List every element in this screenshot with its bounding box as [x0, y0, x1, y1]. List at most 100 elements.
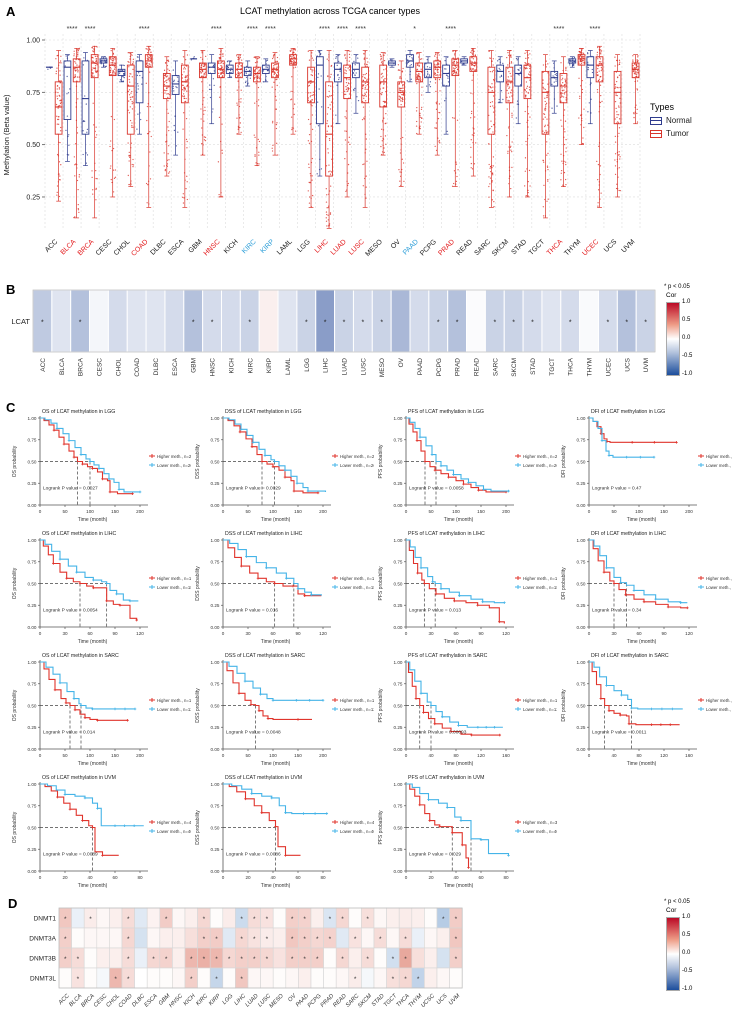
y-tick-label: 0.50 — [28, 703, 37, 708]
x-label-SARC: SARC — [492, 358, 499, 376]
heatmap-cell-LAML — [277, 289, 298, 353]
jitter-points — [127, 52, 135, 186]
cell-star: * — [64, 916, 67, 923]
x-label-LGG: LGG — [296, 238, 311, 253]
censor-marks-higher — [238, 430, 320, 495]
cell-star: * — [215, 976, 218, 983]
y-axis-title: DSS probability — [195, 444, 201, 479]
x-label-GBM: GBM — [191, 358, 198, 373]
x-axis-title: Time (month) — [444, 883, 474, 889]
box-group-SARC — [487, 50, 496, 208]
legend-label-tumor: Tumor — [666, 129, 689, 138]
y-tick-label: 0.25 — [394, 481, 403, 486]
km-legend-item — [149, 463, 155, 467]
jitter-points — [109, 48, 117, 193]
legend-marker — [698, 585, 704, 589]
colorbar-tick: 0.0 — [682, 950, 691, 956]
x-tick-label: 60 — [636, 631, 642, 636]
logrank-pvalue: Logrank P value = 0.014 — [43, 730, 95, 736]
jitter-points — [433, 52, 441, 152]
x-tick-label: 90 — [478, 631, 484, 636]
box-group-LUAD — [334, 50, 351, 198]
x-tick-label: 80 — [503, 875, 509, 880]
x-label-HNSC: HNSC — [203, 238, 222, 257]
cell-star-LIHC: * — [324, 320, 327, 327]
y-axis-title: OS probability — [12, 811, 18, 843]
box — [559, 73, 568, 104]
x-tick-label: 90 — [295, 631, 301, 636]
y-tick-label: 1.00 — [211, 782, 220, 787]
heatmap-cell-DNMT1-DLBC — [134, 907, 148, 929]
box-group-UCEC — [586, 45, 604, 208]
y-tick-label: 0.75 — [394, 560, 403, 565]
jitter-points — [343, 50, 351, 193]
heatmap-border — [58, 907, 463, 989]
km-legend-label: Higher meth., n=182 — [340, 576, 374, 581]
km-plot-OS-SARC: OS of LCAT methylation in SARC 1.00 0.75 0.… — [12, 653, 191, 767]
km-legend-item — [332, 698, 338, 702]
x-label-HNSC: HNSC — [168, 993, 184, 1009]
colorbar-tick: 0.0 — [682, 335, 691, 341]
cell-star: * — [215, 956, 218, 963]
heatmap-cell-DNMT3A-TGCT — [386, 927, 400, 949]
y-tick-label: 0.75 — [211, 682, 220, 687]
cell-star: * — [354, 936, 357, 943]
y-tick-label: 0.00 — [394, 869, 403, 874]
x-tick-label: 150 — [660, 509, 668, 514]
legend-marker — [149, 820, 155, 824]
logrank-pvalue: Logrank P value = 0.0048 — [226, 730, 281, 736]
km-legend-label: Higher meth., n=153 — [706, 576, 732, 581]
x-tick-label: 50 — [62, 753, 68, 758]
box-group-SKCM — [496, 49, 514, 198]
box — [180, 64, 189, 104]
x-tick-label: 80 — [320, 875, 326, 880]
censor-marks-lower — [63, 793, 136, 828]
y-axis-title: OS probability — [12, 445, 18, 477]
cell-star: * — [404, 956, 407, 963]
x-tick-label: 0 — [222, 875, 225, 880]
box-group-BLCA — [63, 47, 81, 219]
km-curve-lower — [223, 661, 323, 701]
cell-star: * — [366, 916, 369, 923]
km-legend-label: Higher meth., n=40 — [340, 820, 374, 825]
logrank-pvalue: Logrank P value = 0.0086 — [226, 852, 281, 858]
y-tick-label: 0.00 — [577, 625, 586, 630]
km-legend-item — [515, 820, 521, 824]
jitter-points — [542, 60, 549, 217]
km-title: PFS of LCAT methylation in SARC — [408, 653, 488, 659]
panel-d-colorbar — [666, 917, 680, 991]
heatmap-cell-DNMT3L-LGG — [222, 967, 236, 989]
jitter-points — [560, 62, 567, 187]
x-tick-label: 30 — [428, 631, 434, 636]
censor-marks-lower — [600, 439, 656, 459]
km-plot-DFI-LIHC: DFI of LCAT methylation in LIHC 1.00 0.75 0… — [561, 531, 732, 645]
heatmap-cell-DNMT3L-DLBC — [134, 967, 148, 989]
legend-marker — [149, 463, 155, 467]
x-label-DLBC: DLBC — [149, 238, 167, 256]
km-curve-higher — [223, 783, 301, 856]
km-title: DFI of LCAT methylation in SARC — [591, 653, 669, 659]
box-group-MESO — [379, 52, 388, 156]
legend-label-normal: Normal — [666, 116, 692, 125]
jitter-points — [136, 56, 143, 130]
panel-b-label: B — [6, 282, 16, 297]
x-axis-title: Time (month) — [444, 517, 474, 523]
cell-star: * — [253, 956, 256, 963]
y-tick-label: 0.25 — [28, 725, 37, 730]
x-tick-label: 0 — [405, 875, 408, 880]
x-tick-label: 0 — [405, 753, 408, 758]
censor-marks-lower — [419, 692, 496, 729]
box — [550, 70, 559, 87]
x-label-THYM: THYM — [587, 358, 594, 376]
box — [334, 62, 342, 83]
heatmap-cell-DNMT3L-PAAD — [298, 967, 312, 989]
x-tick-label: 60 — [478, 875, 484, 880]
jitter-points — [244, 65, 251, 87]
y-axis-title: PFS probability — [378, 810, 384, 844]
significance-stars-LUSC: **** — [355, 26, 366, 33]
cell-star: * — [253, 916, 256, 923]
km-legend-label: Higher meth., n=39 — [523, 820, 557, 825]
logrank-pvalue: Logrank P value = 0.0011 — [592, 730, 647, 736]
jitter-points — [379, 52, 387, 156]
y-tick-label: 0.50 — [28, 459, 37, 464]
